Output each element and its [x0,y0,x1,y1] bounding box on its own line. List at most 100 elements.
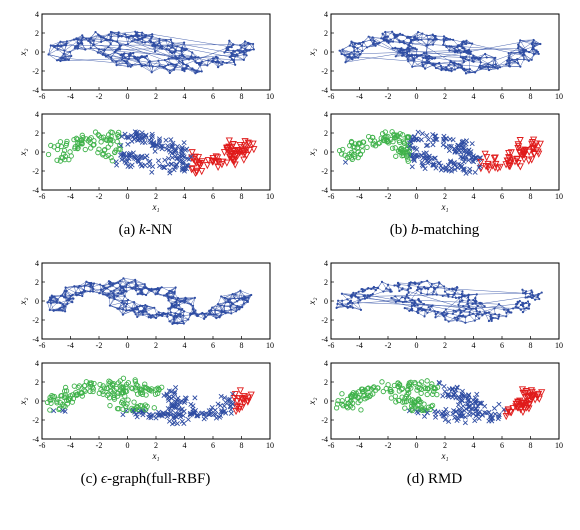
caption-suffix: RMD [428,471,462,487]
cluster-plot: -6-4-20246810-4-2024x₂x₁ [305,110,565,214]
svg-text:-4: -4 [32,86,39,95]
svg-text:0: 0 [324,148,328,157]
svg-text:-4: -4 [321,435,328,444]
cluster-plot: -6-4-20246810-4-2024x₂x₁ [16,110,276,214]
svg-text:-4: -4 [32,435,39,444]
svg-text:-2: -2 [95,441,102,450]
svg-text:x₂: x₂ [307,148,317,156]
svg-text:x₂: x₂ [18,48,28,56]
svg-text:-6: -6 [327,192,334,201]
graph-plot: -6-4-20246810-4-2024x₂ [305,259,565,353]
svg-text:0: 0 [35,148,39,157]
svg-text:4: 4 [35,110,39,119]
cluster-plot: -6-4-20246810-4-2024x₂x₁ [16,359,276,463]
svg-text:0: 0 [414,341,418,350]
svg-text:2: 2 [443,192,447,201]
svg-text:6: 6 [211,441,215,450]
panel-b: -6-4-20246810-4-2024x₂-6-4-20246810-4-20… [299,10,570,239]
svg-text:0: 0 [324,397,328,406]
svg-text:6: 6 [500,92,504,101]
svg-text:0: 0 [125,341,129,350]
panel-c: -6-4-20246810-4-2024x₂-6-4-20246810-4-20… [10,259,281,488]
svg-text:-6: -6 [38,192,45,201]
graph-plot: -6-4-20246810-4-2024x₂ [16,259,276,353]
svg-text:4: 4 [324,10,328,19]
svg-text:4: 4 [471,341,475,350]
panel-caption: (b) b-matching [390,222,480,239]
svg-text:6: 6 [211,341,215,350]
svg-text:2: 2 [443,441,447,450]
svg-text:-4: -4 [356,92,363,101]
svg-text:4: 4 [324,110,328,119]
svg-text:4: 4 [471,92,475,101]
svg-text:4: 4 [35,359,39,368]
svg-text:10: 10 [555,341,563,350]
svg-text:6: 6 [500,441,504,450]
svg-text:0: 0 [35,48,39,57]
svg-text:-4: -4 [356,341,363,350]
svg-text:10: 10 [555,441,563,450]
cluster-plot: -6-4-20246810-4-2024x₂x₁ [305,359,565,463]
svg-text:-2: -2 [321,316,328,325]
caption-suffix: -matching [418,222,479,238]
svg-text:8: 8 [528,92,532,101]
svg-text:8: 8 [239,192,243,201]
svg-text:0: 0 [414,192,418,201]
svg-text:10: 10 [266,441,274,450]
svg-text:4: 4 [35,259,39,268]
svg-text:0: 0 [125,92,129,101]
panel-caption: (c) ϵ-graph(full-RBF) [81,471,211,488]
svg-text:-6: -6 [38,341,45,350]
svg-text:0: 0 [324,48,328,57]
svg-text:6: 6 [500,192,504,201]
svg-text:-2: -2 [95,192,102,201]
svg-text:x₂: x₂ [18,148,28,156]
svg-text:10: 10 [266,192,274,201]
panel-a: -6-4-20246810-4-2024x₂-6-4-20246810-4-20… [10,10,281,239]
panel-caption: (a) k-NN [119,222,173,239]
svg-text:4: 4 [471,192,475,201]
caption-italic: k [139,222,146,238]
svg-text:-4: -4 [321,186,328,195]
svg-text:-2: -2 [32,416,39,425]
svg-text:x₁: x₁ [151,451,159,461]
svg-text:-6: -6 [327,441,334,450]
svg-text:10: 10 [266,341,274,350]
svg-text:6: 6 [500,341,504,350]
svg-text:8: 8 [528,192,532,201]
svg-text:-2: -2 [32,316,39,325]
caption-suffix: -graph(full-RBF) [107,471,210,487]
figure-grid: -6-4-20246810-4-2024x₂-6-4-20246810-4-20… [10,10,570,488]
caption-suffix: -NN [146,222,173,238]
svg-text:2: 2 [35,278,39,287]
svg-text:0: 0 [125,192,129,201]
svg-text:-4: -4 [67,441,74,450]
plot-stack: -6-4-20246810-4-2024x₂-6-4-20246810-4-20… [16,259,276,463]
svg-text:4: 4 [324,259,328,268]
svg-text:4: 4 [182,192,186,201]
svg-text:2: 2 [154,92,158,101]
svg-text:-2: -2 [32,167,39,176]
svg-text:-4: -4 [67,92,74,101]
caption-prefix: (d) [407,471,428,487]
svg-text:2: 2 [443,341,447,350]
svg-text:-4: -4 [356,441,363,450]
svg-text:4: 4 [324,359,328,368]
graph-plot: -6-4-20246810-4-2024x₂ [305,10,565,104]
svg-text:x₁: x₁ [151,202,159,212]
svg-text:0: 0 [414,441,418,450]
svg-text:4: 4 [182,441,186,450]
svg-text:0: 0 [35,397,39,406]
svg-text:6: 6 [211,92,215,101]
caption-prefix: (c) [81,471,101,487]
svg-text:2: 2 [35,129,39,138]
svg-text:8: 8 [239,341,243,350]
svg-text:-6: -6 [327,92,334,101]
svg-text:2: 2 [154,441,158,450]
caption-prefix: (a) [119,222,139,238]
svg-text:-2: -2 [384,341,391,350]
svg-text:2: 2 [324,278,328,287]
svg-text:-2: -2 [384,441,391,450]
svg-text:2: 2 [324,378,328,387]
svg-text:-2: -2 [321,67,328,76]
